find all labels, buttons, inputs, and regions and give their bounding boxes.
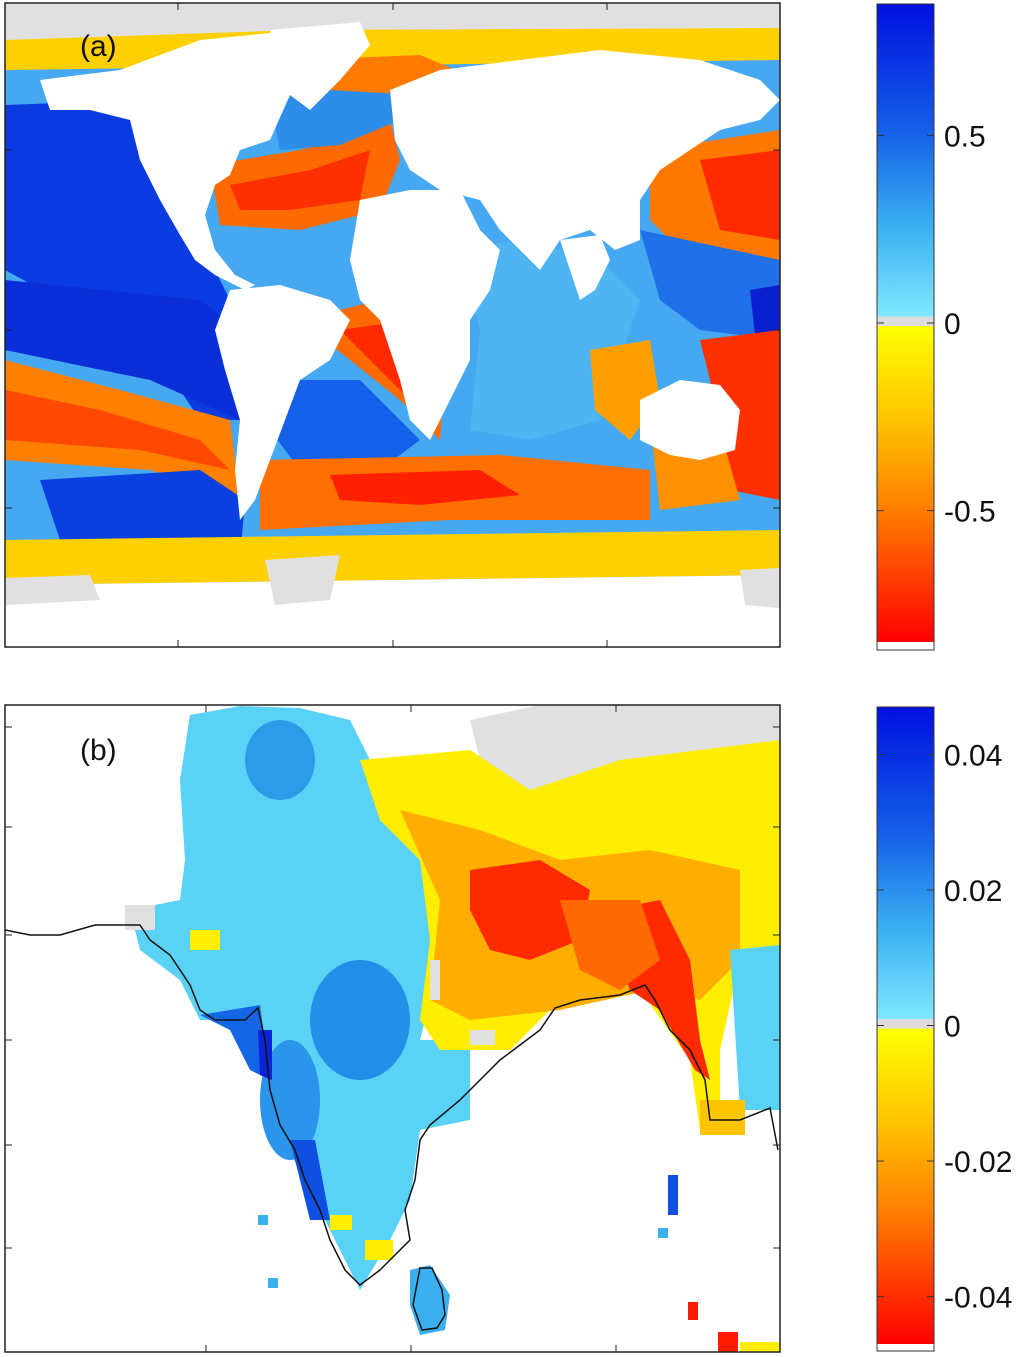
east-red-1 (470, 860, 590, 960)
island-pixel-7 (740, 1342, 780, 1352)
west-lightblue (130, 706, 470, 1290)
colorbar-a-frame (876, 3, 935, 651)
gujarat-coast-blue (200, 1005, 270, 1080)
yellow-patch-2 (330, 1215, 352, 1230)
colorbar-a-tick-label-1: 0 (944, 308, 961, 341)
island-pixel-6 (718, 1332, 738, 1352)
colorbar-b-fill (877, 707, 934, 1344)
colorbar-a: 0.5 0 -0.5 (876, 3, 996, 651)
colorbar-b-tick-label-3: -0.02 (944, 1146, 1012, 1179)
island-pixel-1 (668, 1175, 678, 1215)
greenland-land (270, 22, 370, 110)
south-atlantic-blue (270, 380, 420, 470)
panel-a-map (5, 3, 780, 647)
north-atlantic-red (230, 150, 370, 210)
panel-a-label: (a) (80, 30, 117, 63)
tropical-pacific-blue (5, 280, 240, 420)
coastline (5, 924, 779, 1286)
africa-land (350, 190, 500, 440)
east-orange-2 (560, 900, 660, 990)
southern-ocean-yellow (5, 530, 780, 585)
yellow-patch-1 (190, 930, 220, 950)
panel-a: (a) 0.5 0 -0.5 (4, 2, 996, 651)
panel-a-axis-ticks (5, 3, 780, 647)
island-pixel-4 (658, 1228, 668, 1238)
antarctica-land (5, 575, 780, 647)
north-missing (470, 705, 780, 800)
island-pixel-5 (688, 1302, 698, 1320)
panel-b-axis-ticks (5, 705, 780, 1352)
panel-b-label: (b) (80, 734, 117, 767)
sri-lanka-outline (412, 1267, 446, 1331)
southern-ocean-red (330, 470, 520, 505)
grey-patch-3 (470, 1030, 495, 1045)
island-pixel-2 (258, 1215, 268, 1225)
colorbar-b-tick-label-2: 0 (944, 1011, 961, 1044)
colorbar-a-ticks: 0.5 0 -0.5 (877, 120, 996, 529)
yellow-patch-3 (365, 1240, 393, 1260)
colorbar-a-tick-label-0: 0.5 (944, 120, 986, 153)
colorbar-b: 0.04 0.02 0 -0.02 -0.04 (876, 706, 1012, 1352)
colorbar-a-tick-label-2: -0.5 (944, 496, 996, 529)
colorbar-b-tick-label-0: 0.04 (944, 739, 1002, 772)
island-pixel-3 (268, 1278, 278, 1288)
antarctica-missing-1 (5, 575, 100, 605)
west-pacific-blue (640, 230, 780, 340)
colorbar-b-tick-label-4: -0.04 (944, 1282, 1012, 1315)
south-america-land (215, 285, 350, 520)
malabar-deepblue (290, 1140, 330, 1220)
tasman-red (700, 330, 780, 500)
panel-b-map (5, 705, 780, 1352)
ne-yellow-bottom (700, 1100, 745, 1135)
colorbar-b-frame (876, 706, 935, 1352)
colorbar-a-fill (877, 4, 934, 642)
colorbar-b-ticks: 0.04 0.02 0 -0.02 -0.04 (877, 739, 1012, 1315)
panel-b-frame (4, 704, 781, 1353)
australia-land (640, 380, 740, 460)
central-blue (310, 960, 410, 1080)
south-pacific-red (5, 390, 230, 470)
north-america-land (40, 30, 340, 290)
ne-lightblue (730, 945, 780, 1110)
panel-b: (b) 0.04 0.02 0 -0.02 -0.04 (4, 704, 1012, 1353)
grey-patch-2 (430, 960, 440, 1000)
west-pacific-deepblue (750, 285, 780, 340)
eurasia-land (390, 50, 780, 270)
india-land (560, 235, 610, 300)
antarctica-missing-2 (265, 555, 340, 605)
colorbar-b-tick-label-1: 0.02 (944, 875, 1002, 908)
sri-lanka (410, 1265, 450, 1335)
west-pacific-red (700, 150, 780, 240)
antarctica-missing-3 (740, 568, 780, 608)
pakistan-blue (245, 720, 315, 800)
west-coast-blue (260, 1040, 320, 1160)
